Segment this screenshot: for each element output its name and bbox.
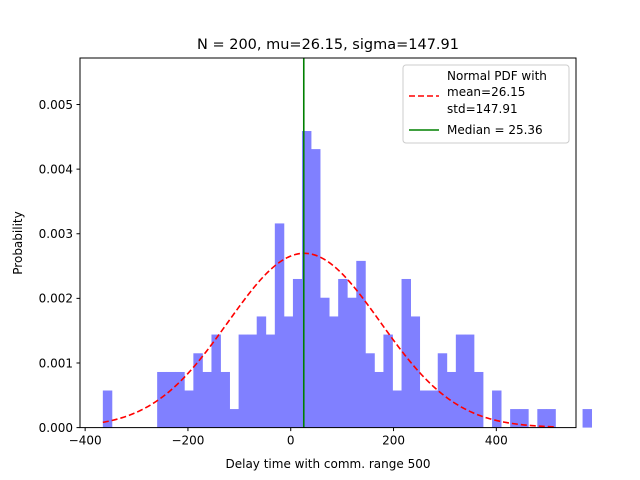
legend-pdf-label-line-3: std=147.91 bbox=[447, 102, 518, 116]
histogram-bar bbox=[229, 409, 240, 428]
histogram-bar bbox=[383, 334, 393, 428]
histogram-bar bbox=[455, 334, 466, 428]
histogram-bar bbox=[473, 371, 484, 428]
histogram-bar bbox=[211, 334, 221, 428]
histogram-bar bbox=[220, 371, 230, 428]
histogram-bar bbox=[184, 390, 194, 428]
y-tick-label: 0.005 bbox=[39, 98, 73, 112]
y-tick-label: 0.000 bbox=[39, 421, 73, 435]
legend-pdf-label-line-1: Normal PDF with bbox=[447, 69, 547, 83]
histogram-bar bbox=[347, 297, 357, 428]
histogram-bar bbox=[437, 353, 448, 428]
histogram-bar bbox=[292, 278, 303, 428]
histogram-bar bbox=[283, 316, 294, 428]
histogram-bar bbox=[301, 131, 312, 428]
plot-frame bbox=[79, 57, 577, 429]
histogram-bar bbox=[247, 334, 258, 428]
x-tick-label: 200 bbox=[382, 434, 405, 448]
histogram-bar bbox=[537, 409, 547, 428]
histogram-bar bbox=[519, 409, 529, 428]
histogram-bar bbox=[157, 371, 167, 428]
chart-title: N = 200, mu=26.15, sigma=147.91 bbox=[197, 37, 459, 53]
y-tick-label: 0.001 bbox=[39, 356, 73, 370]
histogram-bar bbox=[274, 223, 285, 428]
y-tick-label: 0.004 bbox=[39, 162, 73, 176]
histogram-bar bbox=[338, 278, 348, 428]
histogram-bar bbox=[365, 353, 375, 428]
histogram-bar bbox=[392, 390, 402, 428]
histogram-bar bbox=[202, 371, 212, 428]
x-tick-label: 400 bbox=[485, 434, 508, 448]
histogram-bar bbox=[166, 371, 176, 428]
histogram-bar bbox=[256, 316, 267, 428]
histogram-bar bbox=[401, 278, 411, 428]
histogram-bar bbox=[510, 409, 520, 428]
histogram-bar bbox=[410, 316, 421, 428]
legend: Normal PDF with mean=26.15 std=147.91 Me… bbox=[402, 64, 570, 144]
histogram-bars bbox=[102, 131, 593, 428]
histogram-bar bbox=[238, 334, 249, 428]
histogram-bar bbox=[374, 371, 384, 428]
histogram-bar bbox=[419, 390, 430, 428]
y-tick-label: 0.002 bbox=[39, 292, 73, 306]
histogram-bar bbox=[428, 390, 439, 428]
legend-median-label: Median = 25.36 bbox=[447, 123, 543, 137]
x-tick-label: 0 bbox=[287, 434, 295, 448]
histogram-bar bbox=[320, 297, 330, 428]
histogram-bar bbox=[582, 409, 593, 428]
y-axis-label: Probability bbox=[11, 211, 25, 274]
normal-pdf-line bbox=[102, 252, 556, 428]
histogram-bar bbox=[265, 334, 276, 428]
histogram-bar bbox=[175, 371, 185, 428]
histogram-bar bbox=[492, 390, 502, 428]
histogram-bar bbox=[546, 409, 556, 428]
histogram-bar bbox=[102, 390, 113, 428]
histogram-bar bbox=[446, 371, 457, 428]
x-axis: −400 −200 0 200 400 bbox=[69, 427, 508, 448]
histogram-bar bbox=[329, 316, 339, 428]
y-axis: 0.000 0.001 0.002 0.003 0.004 0.005 bbox=[39, 98, 80, 435]
x-tick-label: −200 bbox=[171, 434, 204, 448]
histogram-bar bbox=[464, 334, 475, 428]
x-axis-label: Delay time with comm. range 500 bbox=[226, 457, 431, 471]
y-tick-label: 0.003 bbox=[39, 227, 73, 241]
legend-box bbox=[402, 64, 570, 144]
x-tick-label: −400 bbox=[69, 434, 102, 448]
legend-pdf-label-line-2: mean=26.15 bbox=[447, 85, 525, 99]
histogram-bar bbox=[311, 149, 321, 428]
histogram-bar bbox=[193, 353, 203, 428]
histogram-bar bbox=[356, 260, 366, 428]
